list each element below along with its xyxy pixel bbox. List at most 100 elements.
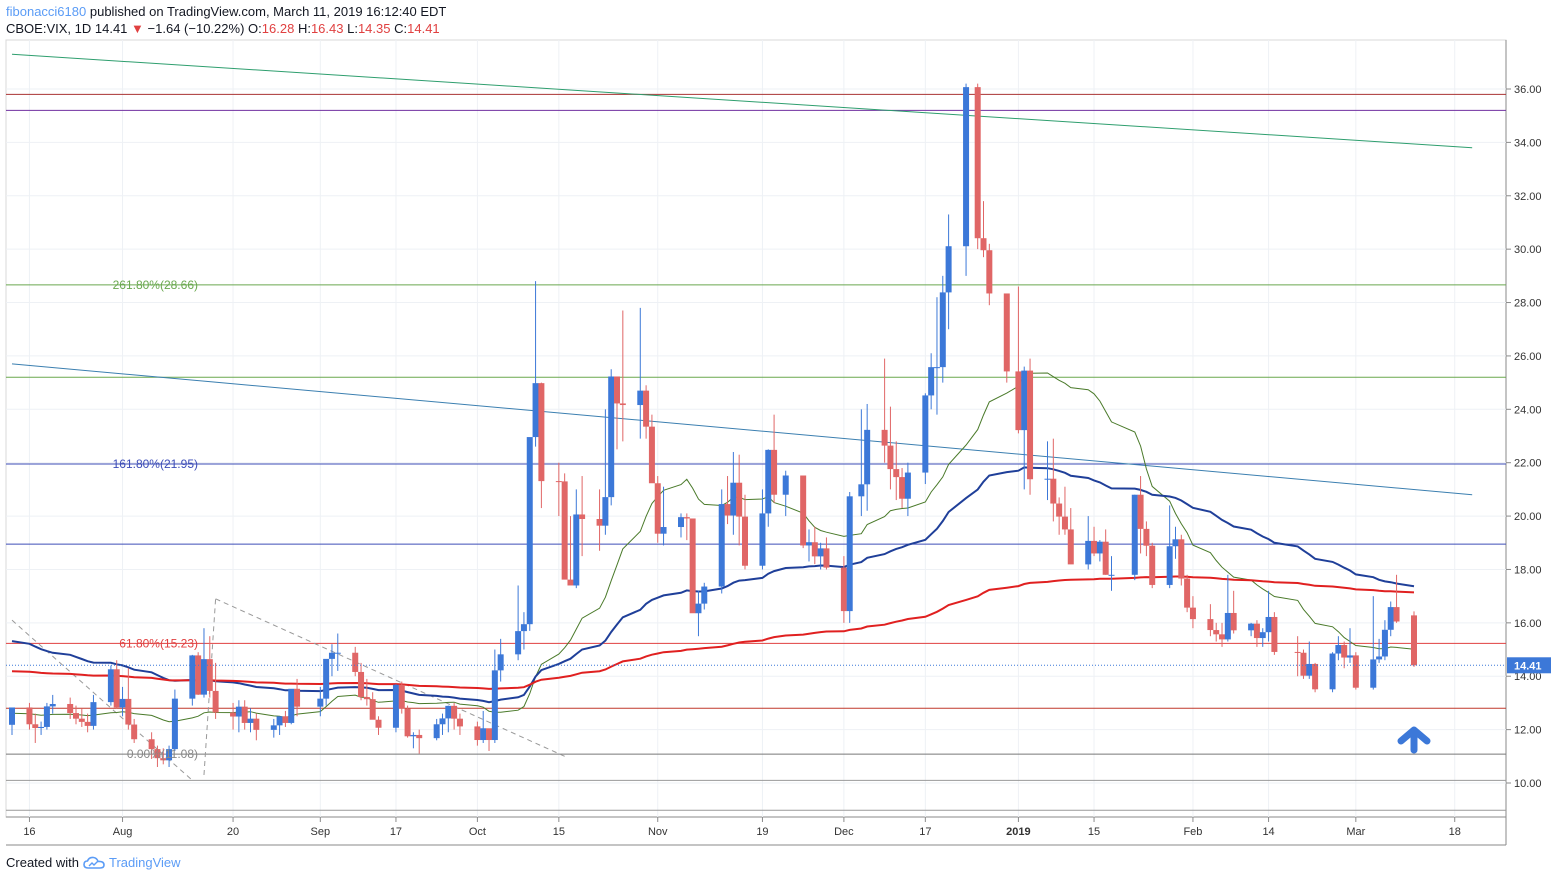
x-tick-label: 18 (1449, 826, 1461, 838)
candle-body (1184, 578, 1191, 608)
trend-line (11, 619, 193, 781)
candle-body (404, 708, 411, 737)
ma-mid-line (11, 466, 1415, 704)
tradingview-link[interactable]: TradingView (108, 855, 181, 870)
candle-body (398, 684, 405, 709)
y-axis-ticks: 10.00 12.00 14.00 16.00 18.00 20.00 22.00 24.00… (1506, 84, 1542, 790)
candle-body (765, 449, 772, 514)
fib-labels: 261.80%(28.66) 161.80%(21.95) 61.80%(15.23… (113, 278, 198, 761)
candle-body (520, 624, 527, 632)
ma-long-line (11, 575, 1415, 690)
candle-body (643, 390, 650, 427)
candle-body (974, 87, 981, 239)
candle-body (375, 719, 382, 728)
candle-body (986, 250, 993, 294)
candle-body (1178, 539, 1185, 579)
candle-body (294, 688, 301, 707)
y-tick-label: 14.00 (1514, 671, 1542, 683)
author-link[interactable]: fibonacci6180 (6, 4, 87, 19)
y-tick-label: 36.00 (1514, 84, 1542, 96)
candle-body (334, 652, 341, 654)
high-label: H: (297, 21, 311, 36)
fib-label: 161.80%(21.95) (113, 457, 198, 471)
candle-body (84, 721, 91, 726)
candle-body (800, 475, 807, 546)
candle-body (445, 705, 452, 719)
candle-body (480, 728, 487, 741)
candle-body (1312, 663, 1319, 690)
candle-body (1300, 652, 1307, 676)
x-tick-label: 16 (23, 826, 35, 838)
candle-body (1341, 645, 1348, 658)
candle-body (782, 475, 789, 495)
horizontal-levels (6, 93, 1506, 811)
grid (6, 40, 1506, 817)
candle-body (840, 567, 847, 612)
candle-body (206, 659, 213, 691)
candle-body (1294, 651, 1301, 653)
moving-averages (11, 372, 1415, 723)
candle-body (614, 376, 621, 404)
candle-body (369, 699, 376, 720)
candle-body (90, 702, 97, 726)
candle-body (1219, 634, 1226, 640)
candle-body (212, 690, 219, 713)
x-tick-label: 15 (553, 826, 565, 838)
candle-body (1329, 653, 1336, 690)
candle-body (410, 734, 417, 737)
candle-body (904, 472, 911, 499)
y-tick-label: 18.00 (1514, 564, 1542, 576)
candle-body (1067, 529, 1074, 565)
candle-body (26, 707, 33, 725)
candle-body (1061, 516, 1068, 530)
candle-body (1050, 478, 1057, 504)
candle-body (1306, 663, 1313, 676)
candles (9, 83, 1417, 767)
candle-body (9, 707, 15, 725)
candle-body (1271, 616, 1278, 652)
candle-body (200, 659, 207, 695)
candle-body (515, 631, 522, 655)
candle-body (1085, 540, 1092, 565)
footer: Created with TradingView (6, 855, 181, 870)
y-tick-label: 32.00 (1514, 191, 1542, 203)
candle-body (1003, 293, 1010, 372)
candle-body (718, 504, 725, 587)
x-tick-label: Feb (1183, 826, 1202, 838)
candle-body (532, 383, 539, 438)
candle-body (1224, 612, 1231, 640)
tradingview-cloud-icon (83, 856, 105, 869)
y-tick-label: 34.00 (1514, 137, 1542, 149)
candle-body (456, 718, 463, 727)
candle-body (72, 713, 79, 719)
trend-line (203, 598, 217, 776)
candle-body (439, 718, 446, 725)
y-tick-label: 10.00 (1514, 778, 1542, 790)
candle-body (241, 706, 248, 723)
candle-body (363, 697, 370, 700)
candle-body (771, 449, 778, 495)
high-value: 16.43 (310, 21, 344, 36)
candle-body (392, 684, 399, 728)
candle-body (1027, 370, 1034, 480)
candle-body (1381, 629, 1388, 657)
candle-body (247, 718, 254, 723)
last-price-tag: 14.41 (6, 657, 1551, 674)
open-label: O: (248, 21, 262, 36)
candle-body (648, 426, 655, 484)
candle-body (759, 513, 766, 566)
plot-frame (5, 39, 1507, 818)
candle-body (166, 749, 173, 761)
trend-lines (11, 53, 1473, 781)
candle-body (43, 706, 50, 727)
candle-body (119, 698, 126, 708)
candle-body (323, 658, 330, 699)
x-tick-label: 17 (919, 826, 931, 838)
candle-body (858, 484, 865, 497)
y-tick-label: 16.00 (1514, 618, 1542, 630)
candle-body (451, 705, 458, 719)
last-price-label: 14.41 (1514, 660, 1542, 672)
candle-body (846, 496, 853, 612)
candle-body (107, 669, 114, 703)
